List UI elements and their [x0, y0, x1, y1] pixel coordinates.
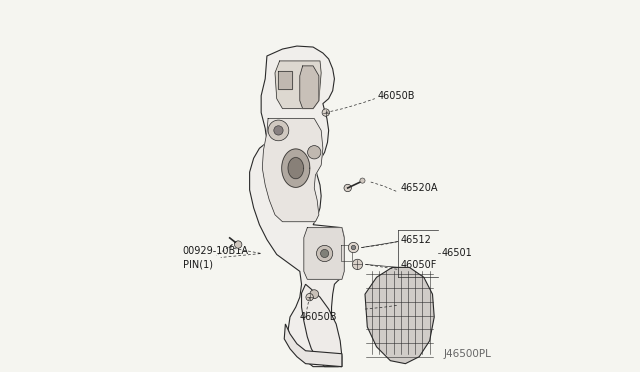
Polygon shape	[304, 228, 344, 279]
Circle shape	[351, 245, 356, 250]
Polygon shape	[250, 46, 344, 367]
Polygon shape	[275, 61, 321, 109]
Circle shape	[268, 120, 289, 141]
Text: 46050B: 46050B	[378, 91, 415, 101]
Circle shape	[234, 241, 242, 248]
Text: 46512: 46512	[401, 235, 431, 245]
Circle shape	[317, 246, 333, 262]
Circle shape	[353, 259, 363, 270]
Circle shape	[348, 243, 358, 253]
Circle shape	[322, 109, 330, 116]
Text: 46520A: 46520A	[401, 183, 438, 193]
Circle shape	[360, 178, 365, 183]
Polygon shape	[288, 158, 303, 179]
Circle shape	[321, 250, 329, 257]
Polygon shape	[284, 324, 342, 367]
Circle shape	[310, 290, 319, 299]
Text: 46531: 46531	[401, 298, 431, 308]
Text: 46050B: 46050B	[300, 312, 337, 322]
Text: 46050F: 46050F	[401, 260, 437, 270]
Text: J46500PL: J46500PL	[444, 349, 492, 359]
Polygon shape	[278, 71, 292, 89]
Polygon shape	[365, 267, 434, 364]
Circle shape	[274, 126, 283, 135]
Text: 46501: 46501	[441, 248, 472, 259]
Circle shape	[344, 184, 351, 192]
Polygon shape	[282, 149, 310, 187]
Polygon shape	[300, 66, 319, 109]
Circle shape	[308, 145, 321, 159]
Text: 00929-10B1A
PIN(1): 00929-10B1A PIN(1)	[182, 246, 249, 269]
Polygon shape	[262, 119, 323, 222]
Circle shape	[306, 294, 314, 301]
Polygon shape	[301, 284, 342, 367]
